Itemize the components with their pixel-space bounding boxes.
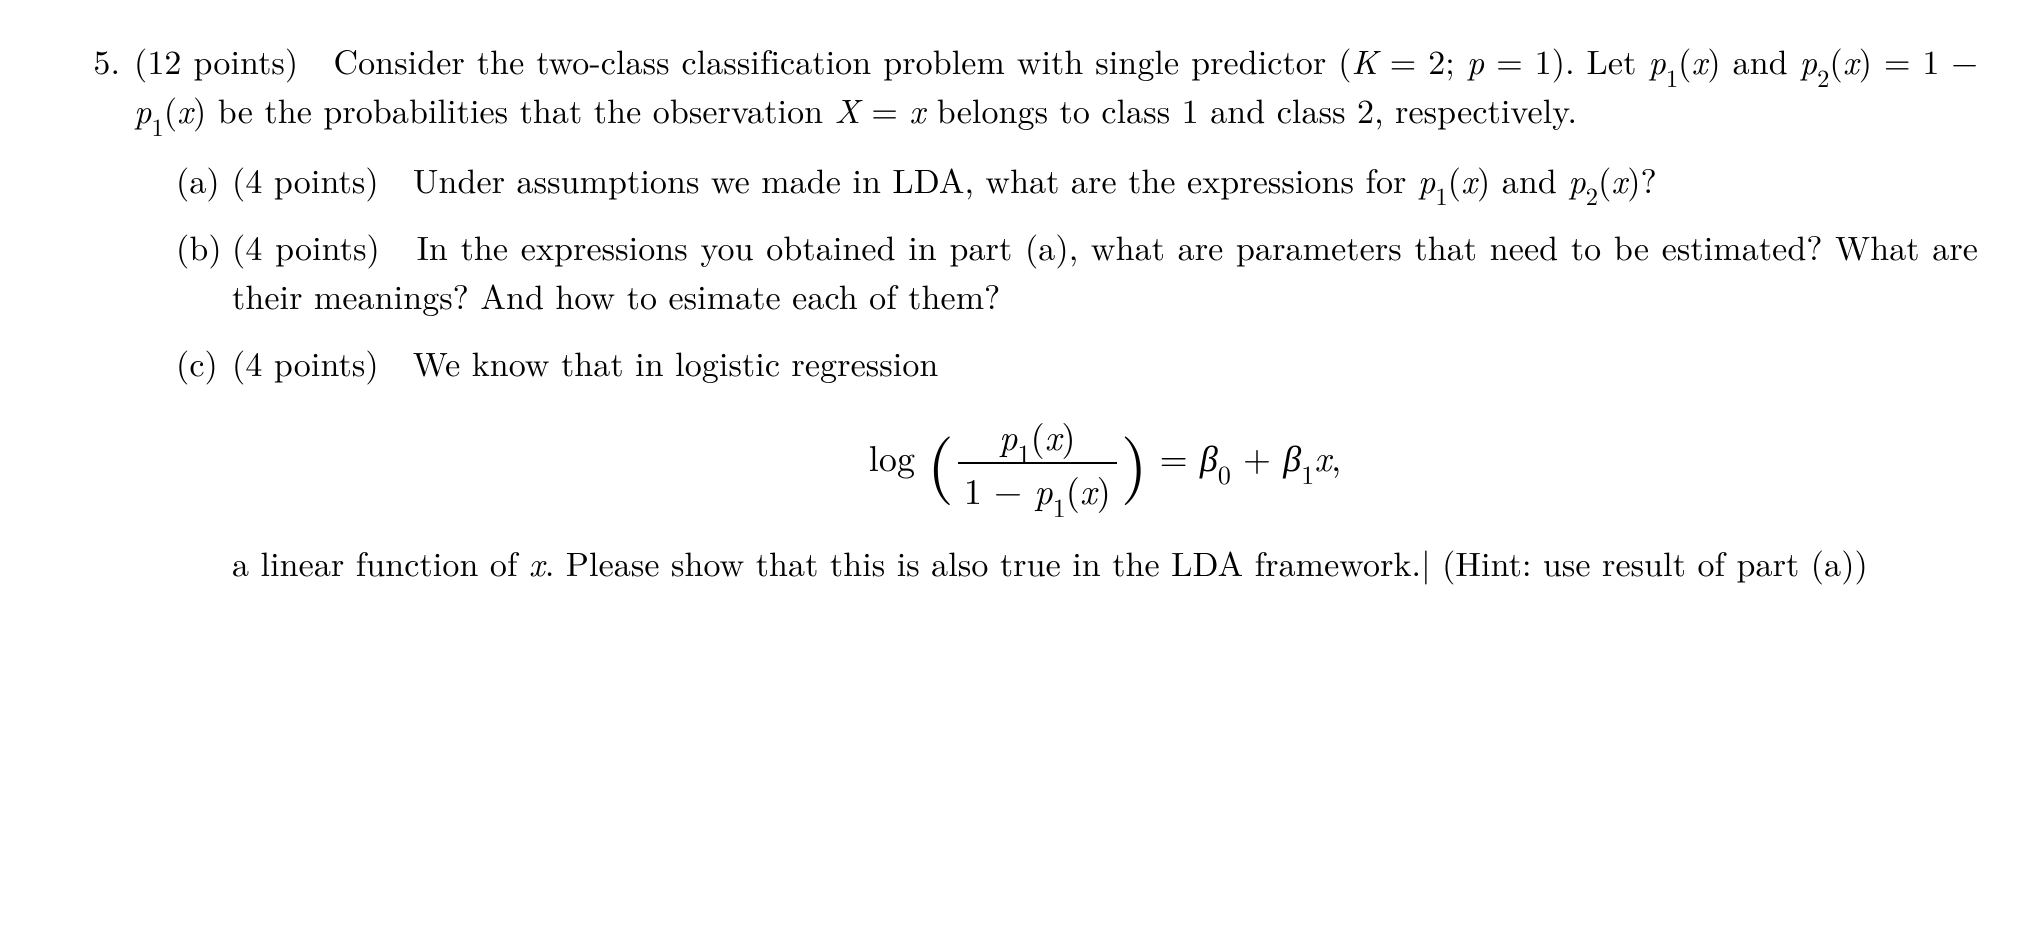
question-number: 5. — [56, 36, 134, 85]
question-intro: (12 points) Consider the two-class class… — [134, 36, 1978, 135]
part-c-tail: a linear function of x. Please show that… — [232, 538, 1978, 587]
part-a: (a) (4 points) Under assumptions we made… — [176, 155, 1978, 204]
part-c: (c) (4 points) We know that in logistic … — [176, 338, 1978, 587]
page: 5. (12 points) Consider the two-class cl… — [0, 0, 2034, 936]
part-c-equation: log (p1(x)1 − p1(x)) = β0 + β1x, — [232, 410, 1978, 516]
part-a-label: (a) — [176, 155, 232, 204]
part-a-text: (4 points) Under assumptions we made in … — [232, 155, 1978, 204]
part-b-points: (4 points) — [232, 222, 380, 270]
part-b-text: (4 points) In the expressions you obtain… — [232, 222, 1978, 321]
question-points: (12 points) — [134, 36, 298, 84]
question-intro-text: Consider the two-class classification pr… — [134, 36, 1978, 133]
part-c-points: (4 points) — [232, 338, 379, 386]
part-b-body: In the expressions you obtained in part … — [232, 222, 1978, 319]
question-body: (12 points) Consider the two-class class… — [134, 36, 1978, 587]
part-a-body: Under assumptions we made in LDA, what a… — [413, 155, 1657, 203]
part-c-label: (c) — [176, 338, 232, 387]
part-c-text: (4 points) We know that in logistic regr… — [232, 338, 1978, 587]
part-b-label: (b) — [176, 222, 232, 271]
part-c-lead: We know that in logistic regression — [413, 338, 939, 386]
part-a-points: (4 points) — [232, 155, 379, 203]
question-row: 5. (12 points) Consider the two-class cl… — [56, 36, 1978, 587]
part-b: (b) (4 points) In the expressions you ob… — [176, 222, 1978, 321]
parts-list: (a) (4 points) Under assumptions we made… — [134, 155, 1978, 588]
